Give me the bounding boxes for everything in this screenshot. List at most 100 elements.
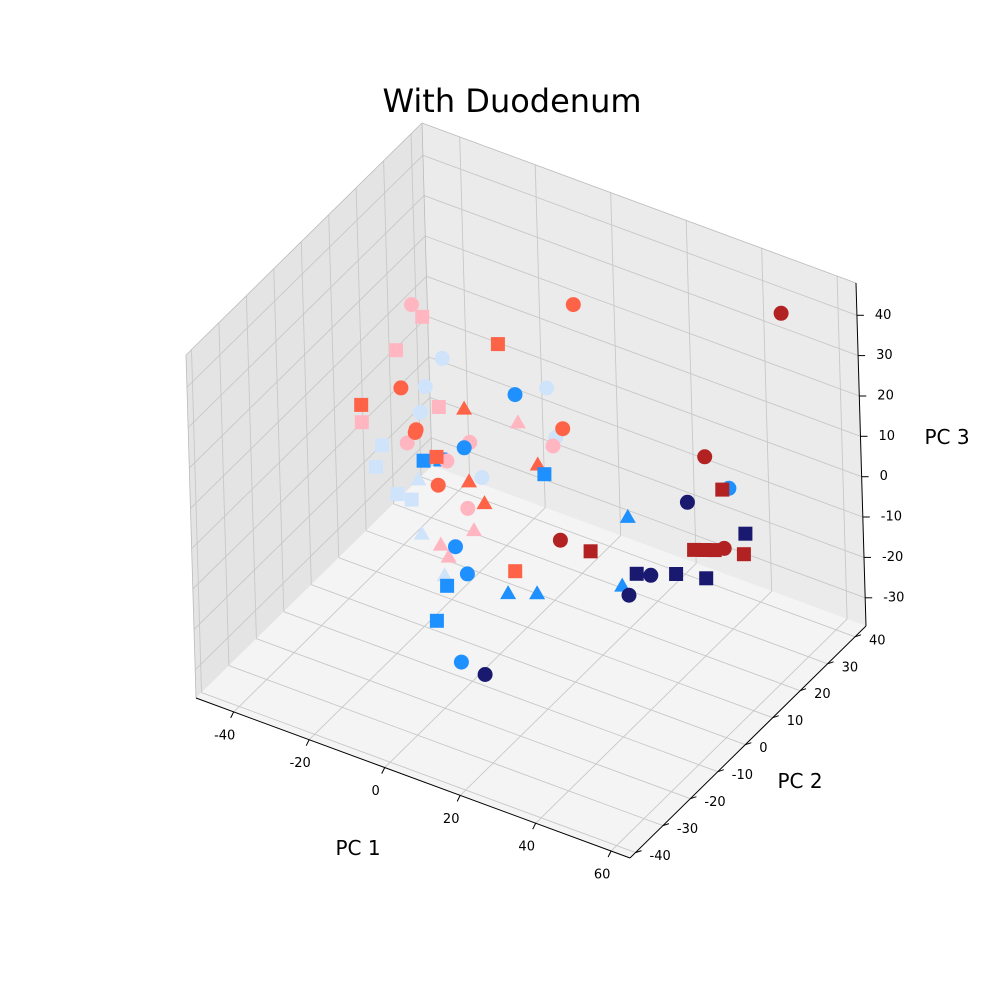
data-point-circle	[407, 425, 423, 440]
y-tick-label: -40	[650, 849, 671, 864]
pane-back	[422, 123, 866, 626]
grid-line-z	[187, 195, 425, 428]
data-point-square	[390, 487, 405, 502]
grid-line-z	[190, 275, 427, 509]
x-tick-mark	[456, 795, 461, 802]
grid-line-z	[426, 275, 861, 437]
chart-title: With Duodenum	[382, 82, 641, 120]
z-tick-label: 0	[880, 469, 888, 484]
data-point-circle	[393, 380, 409, 396]
y-tick-label: 10	[787, 714, 804, 729]
data-point-square	[583, 544, 598, 559]
grid-line-x	[610, 192, 622, 536]
y-tick-label: -30	[677, 822, 698, 837]
data-point-triangle	[410, 471, 427, 486]
pane-floor	[196, 466, 866, 858]
data-point-circle	[545, 438, 561, 454]
grid-lines	[186, 133, 866, 854]
grid-line-x	[459, 563, 697, 796]
data-point-circle	[555, 421, 571, 437]
z-axis-label: PC 3	[924, 425, 969, 449]
y-tick-label: 0	[759, 741, 767, 756]
grid-line-z	[191, 316, 428, 550]
data-point-square	[369, 459, 384, 474]
grid-line-z	[423, 195, 859, 357]
data-point-circle	[552, 532, 568, 548]
tick-labels: -40 -20 0 20 40 60 -40 -30 -20 -10 0 10 20 30 40 -30 -20…	[214, 308, 904, 883]
x-tick-label: -40	[214, 728, 235, 743]
x-tick-mark	[607, 850, 612, 858]
data-point-circle	[459, 566, 475, 582]
grid-line-z	[431, 437, 866, 599]
grid-line-z	[193, 397, 431, 630]
grid-line-y	[201, 692, 636, 854]
grid-line-x	[459, 136, 471, 480]
data-point-circle	[430, 477, 446, 493]
data-point-triangle	[476, 495, 493, 510]
data-point-triangle	[529, 585, 546, 600]
y-tick-label: 40	[869, 633, 886, 648]
grid-line-y	[191, 349, 202, 693]
y-tick-mark	[717, 769, 724, 773]
data-point-circle	[773, 305, 789, 321]
z-tick-label: -10	[881, 510, 902, 525]
data-point-triangle	[509, 414, 526, 429]
grid-line-y	[311, 584, 746, 746]
grid-line-y	[383, 160, 395, 504]
data-point-circle	[412, 404, 428, 420]
y-tick-label: 20	[814, 687, 831, 702]
grid-line-y	[228, 665, 664, 827]
grid-line-y	[365, 530, 801, 692]
grid-line-y	[245, 295, 257, 639]
data-point-circle	[697, 449, 713, 465]
grid-line-z	[188, 235, 426, 469]
data-point-square	[669, 567, 684, 581]
data-point-circle	[474, 470, 490, 486]
data-point-square	[736, 547, 751, 562]
y-tick-label: -10	[732, 768, 753, 783]
data-point-square	[354, 397, 369, 412]
data-point-square	[415, 309, 430, 324]
data-point-square	[429, 449, 444, 464]
x-tick-label: -20	[290, 756, 311, 771]
x-tick-label: 40	[518, 840, 535, 855]
grid-line-z	[428, 356, 863, 518]
grid-line-z	[192, 356, 430, 590]
data-point-triangle	[436, 567, 453, 582]
grid-line-x	[836, 275, 848, 620]
data-point-square	[629, 566, 644, 581]
data-point-circle	[456, 440, 472, 456]
pane-edge	[421, 122, 857, 284]
data-point-circle	[477, 667, 493, 682]
data-point-square	[354, 415, 369, 430]
grid-line-y	[338, 557, 773, 719]
y-tick-mark	[854, 634, 862, 638]
data-point-square	[389, 343, 403, 358]
data-point-triangle	[440, 548, 457, 563]
data-point-circle	[417, 379, 433, 395]
data-point-triangle	[614, 577, 631, 592]
z-tick-label: 40	[875, 308, 892, 323]
grid-line-z	[194, 437, 432, 671]
data-point-square	[429, 613, 444, 628]
grid-line-z	[429, 396, 865, 558]
data-point-circle	[621, 587, 637, 603]
grid-line-x	[534, 164, 546, 508]
data-point-circle	[399, 435, 415, 451]
data-point-square	[431, 400, 446, 414]
grid-line-x	[761, 248, 773, 592]
y-tick-mark	[662, 823, 670, 827]
x-axis-line	[195, 697, 631, 859]
x-tick-mark	[230, 711, 235, 719]
grid-line-y	[300, 241, 312, 585]
grid-line-y	[256, 638, 691, 800]
data-point-circle	[434, 350, 450, 366]
data-point-square	[508, 564, 523, 579]
grid-line-y	[328, 214, 340, 558]
grid-line-z	[422, 154, 858, 316]
data-point-triangle	[529, 456, 546, 471]
data-point-circle	[453, 654, 469, 670]
pane-edge	[185, 122, 423, 356]
